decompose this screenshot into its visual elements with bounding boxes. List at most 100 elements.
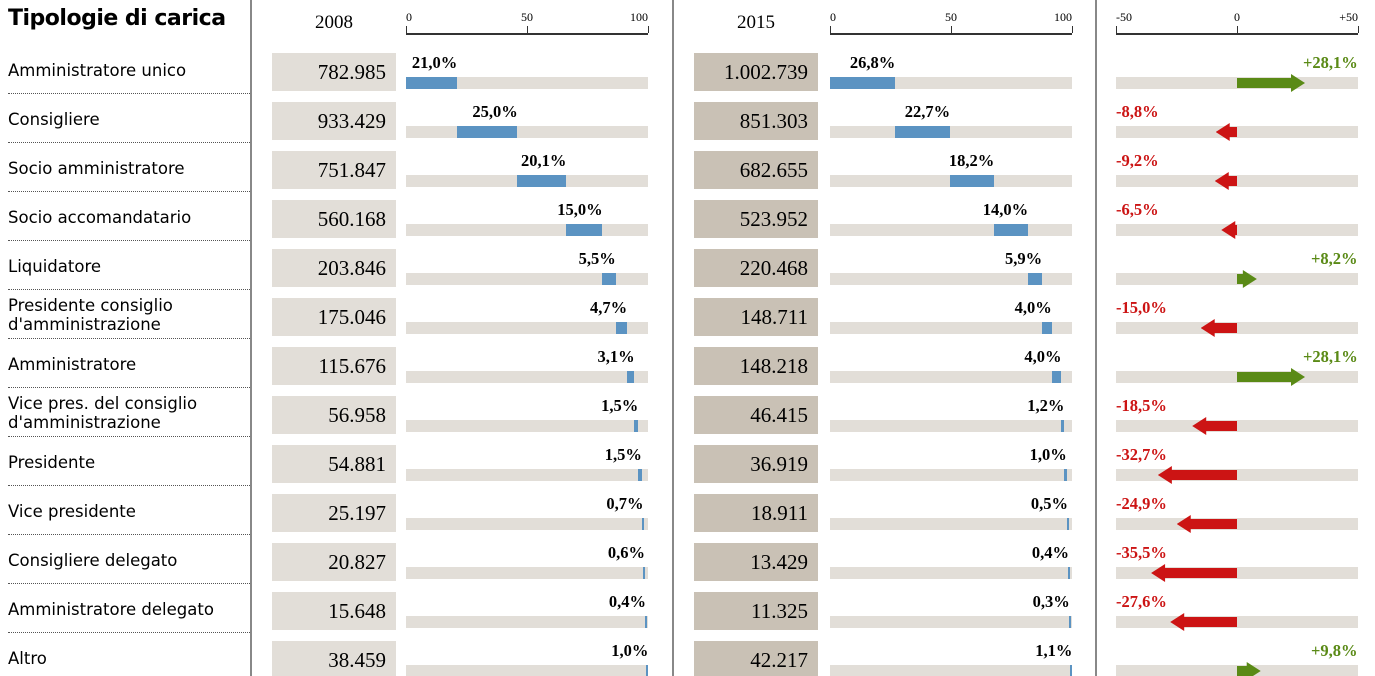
count-cell: 1.002.739	[694, 53, 818, 91]
tick-mark	[647, 26, 649, 33]
value-label: +28,1%	[1303, 347, 1358, 366]
count-cell: 851.303	[694, 102, 818, 140]
year-header: 2015	[737, 12, 775, 33]
count-cell: 148.218	[694, 347, 818, 385]
category-label: Amministratore unico	[8, 47, 250, 94]
category-label: Vice presidente	[8, 488, 250, 535]
count-cell: 38.459	[272, 641, 396, 676]
value-label: 20,1%	[520, 151, 567, 170]
bar-track	[830, 371, 1072, 383]
bar	[1027, 273, 1042, 285]
value-label: 0,6%	[607, 543, 645, 562]
bar-track	[830, 273, 1072, 285]
x-tick-label: 100	[1054, 10, 1072, 24]
value-label: 1,0%	[1029, 445, 1067, 464]
value-label: -18,5%	[1116, 396, 1167, 415]
bar-track	[406, 371, 648, 383]
bar-track	[830, 126, 1072, 138]
count-cell: 782.985	[272, 53, 396, 91]
bar-track	[406, 77, 648, 89]
value-label: 0,7%	[606, 494, 644, 513]
bar	[615, 322, 627, 334]
bar-track	[406, 224, 648, 236]
x-tick-label: -50	[1116, 10, 1132, 24]
bar	[949, 175, 994, 187]
value-label: 22,7%	[904, 102, 951, 121]
bar-track	[406, 567, 648, 579]
value-label: 1,2%	[1027, 396, 1065, 415]
tick-mark	[1236, 26, 1238, 33]
tick-mark	[1071, 26, 1073, 33]
bar	[643, 567, 646, 579]
count-cell: 46.415	[694, 396, 818, 434]
axis-line	[830, 33, 1072, 35]
change-arrow	[1237, 368, 1305, 386]
count-cell: 18.911	[694, 494, 818, 532]
x-tick-label: 50	[945, 10, 957, 24]
count-cell: 203.846	[272, 249, 396, 287]
value-label: 0,4%	[1031, 543, 1069, 562]
change-arrow	[1200, 319, 1237, 337]
count-cell: 25.197	[272, 494, 396, 532]
separator	[1095, 0, 1097, 676]
bar-track	[406, 665, 648, 676]
value-label: 5,5%	[578, 249, 616, 268]
value-label: 4,0%	[1024, 347, 1062, 366]
value-label: -27,6%	[1116, 592, 1167, 611]
value-label: -15,0%	[1116, 298, 1167, 317]
x-tick-label: 50	[521, 10, 533, 24]
bar-track	[830, 322, 1072, 334]
bar-track	[406, 616, 648, 628]
tick-mark	[526, 26, 528, 33]
value-label: 0,3%	[1032, 592, 1070, 611]
value-label: 25,0%	[472, 102, 518, 121]
bar-track	[406, 518, 648, 530]
change-arrow	[1170, 613, 1237, 631]
bar-track	[1116, 175, 1358, 187]
count-cell: 751.847	[272, 151, 396, 189]
bar-track	[830, 224, 1072, 236]
count-cell: 42.217	[694, 641, 818, 676]
value-label: 5,9%	[1004, 249, 1043, 268]
value-label: 3,1%	[597, 347, 635, 366]
separator	[672, 0, 674, 676]
category-label: Presidente consiglio d'amministrazione	[8, 292, 250, 339]
bar	[406, 77, 457, 89]
axis-line	[1116, 33, 1358, 35]
bar	[1064, 469, 1067, 481]
value-label: -32,7%	[1116, 445, 1167, 464]
bar	[517, 175, 566, 187]
value-label: 0,5%	[1030, 494, 1068, 513]
category-label: Socio accomandatario	[8, 194, 250, 241]
category-label: Liquidatore	[8, 243, 250, 290]
bar	[1068, 616, 1071, 628]
value-label: 1,5%	[604, 445, 642, 464]
bar	[565, 224, 603, 236]
value-label: 0,4%	[608, 592, 646, 611]
value-label: -24,9%	[1116, 494, 1167, 513]
bar	[456, 126, 518, 138]
category-label: Consigliere delegato	[8, 537, 250, 584]
count-cell: 56.958	[272, 396, 396, 434]
value-label: 18,2%	[948, 151, 995, 170]
value-label: 14,0%	[982, 200, 1029, 219]
value-label: 4,7%	[589, 298, 628, 317]
bar-track	[406, 469, 648, 481]
category-label: Amministratore	[8, 341, 250, 388]
value-label: +28,1%	[1303, 53, 1358, 72]
bar	[644, 616, 647, 628]
category-label: Vice pres. del consiglio d'amministrazio…	[8, 390, 250, 437]
count-cell: 933.429	[272, 102, 396, 140]
count-cell: 148.711	[694, 298, 818, 336]
value-label: 4,0%	[1014, 298, 1052, 317]
value-label: 26,8%	[849, 53, 896, 72]
bar	[626, 371, 635, 383]
bar-track	[830, 665, 1072, 676]
x-tick-label: 0	[406, 10, 412, 24]
bar	[1041, 322, 1052, 334]
category-label: Presidente	[8, 439, 250, 486]
x-tick-label: 0	[1234, 10, 1240, 24]
tick-mark	[1115, 26, 1117, 33]
bar-track	[1116, 322, 1358, 334]
